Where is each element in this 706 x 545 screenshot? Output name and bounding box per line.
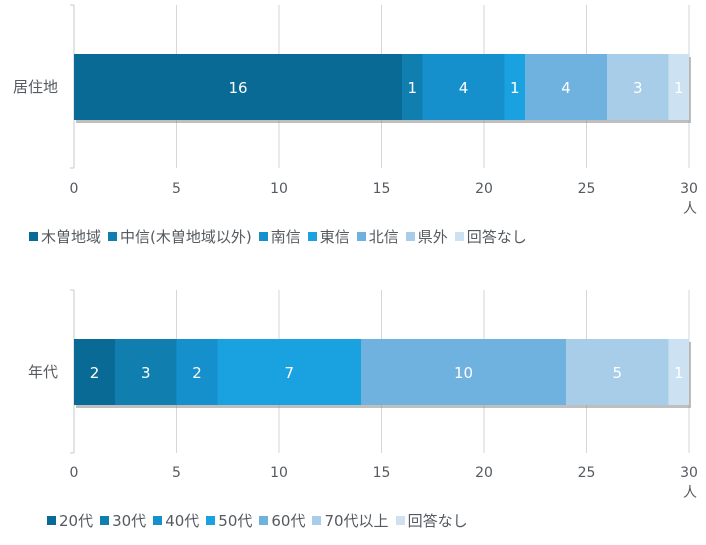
x-tick-label: 5 — [172, 465, 181, 481]
legend-swatch — [356, 232, 366, 241]
legend-swatch — [395, 516, 405, 525]
data-label: 5 — [612, 364, 622, 382]
x-tick-label: 25 — [578, 465, 596, 481]
legend-item: 回答なし — [454, 226, 527, 247]
x-unit-label: 人 — [683, 485, 697, 501]
bar-segment-3 — [422, 54, 505, 120]
bar-segment-4 — [504, 54, 525, 120]
data-label: 7 — [284, 364, 294, 382]
legend-label: 回答なし — [407, 512, 468, 530]
bar-segment-2 — [115, 339, 177, 405]
legend-swatch — [29, 232, 38, 241]
data-label: 1 — [407, 79, 417, 97]
legend-label: 北信 — [368, 228, 399, 246]
legend-item: 南信 — [258, 226, 301, 247]
legend-item: 50代 — [206, 510, 252, 531]
category-label: 年代 — [28, 363, 58, 381]
bar-segment-5 — [525, 54, 607, 120]
x-tick-label: 15 — [373, 181, 391, 197]
bar-segment-1 — [74, 54, 402, 120]
data-label: 16 — [228, 79, 247, 97]
x-tick-label: 30 — [680, 181, 698, 197]
x-tick-label: 30 — [680, 465, 698, 481]
legend-label: 回答なし — [466, 228, 527, 246]
bar-segment-3 — [176, 339, 218, 405]
legend-item: 60代 — [259, 510, 305, 531]
x-tick-label: 20 — [475, 465, 493, 481]
legend-item: 木曽地域 — [29, 226, 101, 247]
legend: 木曽地域 中信(木曽地域以外) 南信 東信 北信 県外 回答なし — [29, 226, 534, 247]
x-unit-label: 人 — [683, 201, 697, 217]
data-label: 1 — [674, 364, 684, 382]
legend-swatch — [307, 232, 317, 241]
x-tick-label: 15 — [373, 465, 391, 481]
legend-label: 50代 — [218, 512, 253, 530]
legend-item: 回答なし — [395, 510, 468, 531]
x-tick-label: 5 — [172, 181, 181, 197]
legend-item: 30代 — [100, 510, 146, 531]
legend-label: 県外 — [417, 228, 448, 246]
bar-segment-4 — [217, 339, 361, 405]
legend-label: 70代以上 — [324, 512, 389, 530]
legend-swatch — [312, 516, 322, 525]
legend-swatch — [47, 516, 56, 525]
data-label: 3 — [141, 364, 151, 382]
legend-label: 30代 — [112, 512, 147, 530]
legend-item: 20代 — [47, 510, 93, 531]
legend-label: 20代 — [59, 512, 94, 530]
data-label: 3 — [633, 79, 643, 97]
bar-segment-6 — [566, 339, 669, 405]
data-label: 2 — [192, 364, 202, 382]
data-label: 4 — [459, 79, 469, 97]
bar-segment-7 — [668, 54, 689, 120]
x-tick-label: 10 — [270, 181, 288, 197]
legend-swatch — [405, 232, 415, 241]
legend-label: 木曽地域 — [41, 228, 102, 246]
legend-label: 東信 — [319, 228, 350, 246]
legend-item: 北信 — [356, 226, 399, 247]
legend-swatch — [206, 516, 216, 525]
legend-item: 40代 — [153, 510, 199, 531]
data-label: 1 — [510, 79, 520, 97]
legend: 20代 30代 40代 50代 60代 70代以上 回答なし — [47, 510, 475, 531]
legend-label: 40代 — [165, 512, 200, 530]
legend-swatch — [153, 516, 163, 525]
legend-item: 中信(木曽地域以外) — [108, 226, 252, 247]
legend-label: 南信 — [270, 228, 301, 246]
x-tick-label: 0 — [70, 465, 79, 481]
data-label: 4 — [561, 79, 571, 97]
legend-label: 60代 — [271, 512, 306, 530]
x-tick-label: 25 — [578, 181, 596, 197]
bar-segment-7 — [668, 339, 689, 405]
data-label: 1 — [674, 79, 684, 97]
bar-segment-2 — [402, 54, 423, 120]
legend-item: 東信 — [307, 226, 350, 247]
legend-item: 70代以上 — [312, 510, 389, 531]
legend-swatch — [258, 232, 268, 241]
legend-label: 中信(木曽地域以外) — [120, 228, 252, 246]
x-tick-label: 0 — [70, 181, 79, 197]
bar-segment-6 — [607, 54, 669, 120]
x-tick-label: 10 — [270, 465, 288, 481]
bar-segment-5 — [361, 339, 566, 405]
data-label: 10 — [454, 364, 473, 382]
legend-swatch — [454, 232, 464, 241]
bar-segment-1 — [74, 339, 115, 405]
legend-swatch — [259, 516, 269, 525]
x-tick-label: 20 — [475, 181, 493, 197]
legend-swatch — [100, 516, 110, 525]
legend-item: 県外 — [405, 226, 448, 247]
data-label: 2 — [90, 364, 100, 382]
legend-swatch — [108, 232, 118, 241]
category-label: 居住地 — [13, 78, 58, 96]
